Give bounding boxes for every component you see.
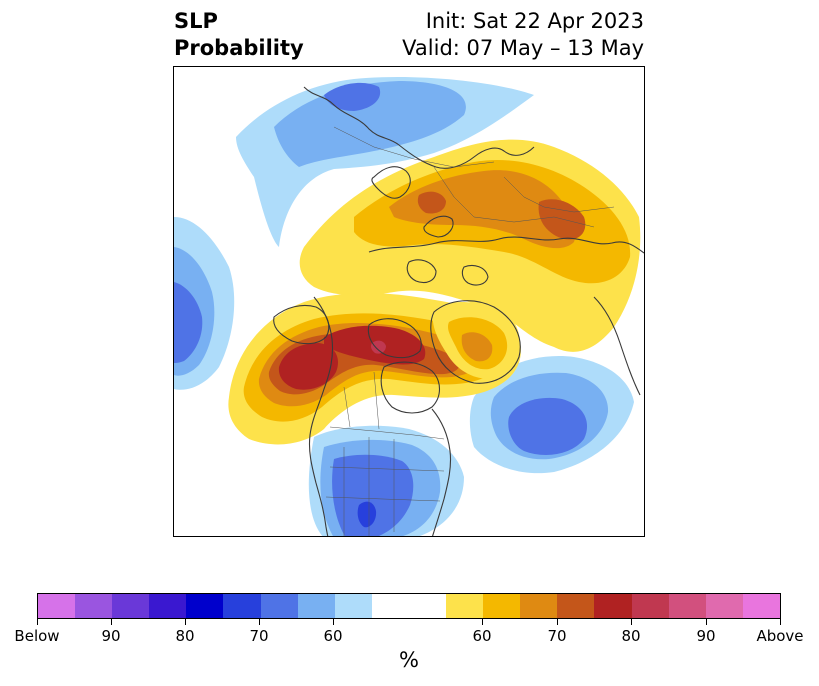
valid-range: Valid: 07 May – 13 May <box>402 36 644 60</box>
colorbar-tick <box>259 619 260 625</box>
colorbar-segment-below-55-60 <box>334 594 372 618</box>
coastline-hudson-bay <box>380 361 441 414</box>
colorbar-tick-label-above-60: 60 <box>472 627 492 645</box>
coastline-greenland <box>430 300 521 384</box>
colorbar-segment-below-80-85 <box>149 594 187 618</box>
title-variable: SLP Probability <box>174 8 304 62</box>
blue-region-west-pacific-core <box>174 282 203 363</box>
coastline-europe <box>303 86 535 169</box>
pink-region-canada <box>371 340 386 354</box>
colorbar-segment-below-85-90 <box>112 594 150 618</box>
colorbar-segment-above-80-85 <box>631 594 669 618</box>
colorbar-tick <box>111 619 112 625</box>
title-dates: Init: Sat 22 Apr 2023 Valid: 07 May – 13… <box>402 8 644 62</box>
coastline-novaya-zemlya <box>423 215 454 238</box>
coastline-franz-josef <box>461 264 489 286</box>
colorbar-tick-label-below-60: 60 <box>323 627 343 645</box>
dark-orange-region-arctic <box>389 170 576 249</box>
coastline-svalbard <box>406 259 437 284</box>
border-us-states-4 <box>329 466 445 472</box>
coastline-east-asia <box>593 296 641 396</box>
map-panel <box>173 66 645 537</box>
border-us-states-5 <box>325 496 441 502</box>
colorbar-tick-label-below: Below <box>14 627 60 645</box>
colorbar-segment-below-75-80 <box>186 594 224 618</box>
colorbar <box>37 593 781 619</box>
colorbar-segment-above-extend <box>742 594 780 618</box>
colorbar-segment-below-90-95 <box>75 594 113 618</box>
colorbar-tick <box>333 619 334 625</box>
colorbar-tick-label-below-80: 80 <box>175 627 195 645</box>
political-borders <box>325 126 615 536</box>
colorbar-tick-label-above-80: 80 <box>621 627 641 645</box>
coastline-alaska <box>273 304 330 345</box>
colorbar-segment-below-70-75 <box>223 594 261 618</box>
coastlines <box>273 86 644 536</box>
blue-region-north-atlantic-core <box>324 82 381 111</box>
colorbar-tick-label-above-70: 70 <box>547 627 567 645</box>
colorbar-tick-label-above: Above <box>756 627 804 645</box>
probability-map <box>174 67 644 536</box>
init-date: Init: Sat 22 Apr 2023 <box>425 9 644 33</box>
coastline-north-america-west <box>308 296 334 536</box>
colorbar-segment-above-70-75 <box>557 594 595 618</box>
colorbar-tick-label-below-70: 70 <box>249 627 269 645</box>
colorbar-tick <box>557 619 558 625</box>
colorbar-tick <box>631 619 632 625</box>
colorbar-segment-above-90-95 <box>705 594 743 618</box>
blue-region-north-america-core <box>332 454 414 536</box>
colorbar-tick-label-above-90: 90 <box>696 627 716 645</box>
border-eurasia-2 <box>433 166 595 228</box>
red-region-north-pacific <box>278 343 339 390</box>
coastline-scandinavia <box>371 166 411 199</box>
colorbar-segment-neutral <box>371 594 447 618</box>
colorbar-tick <box>185 619 186 625</box>
colorbar-tick-label-below-90: 90 <box>101 627 121 645</box>
border-canada-1 <box>343 386 351 428</box>
title-variable-line2: Probability <box>174 36 304 60</box>
red-orange-region-siberia <box>538 199 586 240</box>
colorbar-segment-above-75-80 <box>594 594 632 618</box>
colorbar-segment-below-65-70 <box>260 594 298 618</box>
colorbar-segment-above-60-65 <box>483 594 521 618</box>
colorbar-unit-label: % <box>399 648 419 672</box>
border-us-canada <box>329 426 445 440</box>
colorbar-segment-below-extend <box>38 594 76 618</box>
colorbar-tick <box>706 619 707 625</box>
red-orange-region-europe <box>417 191 446 214</box>
coastline-north-america-east <box>431 408 452 536</box>
coastline-arctic-russia <box>368 236 644 254</box>
colorbar-tick <box>780 619 781 625</box>
colorbar-tick <box>37 619 38 625</box>
blue-region-atlantic-core <box>508 397 588 455</box>
blue-region-north-america-deep <box>357 501 377 528</box>
border-eurasia-3 <box>503 176 615 213</box>
colorbar-segment-below-60-65 <box>297 594 335 618</box>
colorbar-segment-above-55-60 <box>446 594 484 618</box>
border-eurasia-1 <box>333 126 495 168</box>
blue-region-north-atlantic-inner <box>274 81 466 167</box>
colorbar-segment-above-65-70 <box>520 594 558 618</box>
below-normal-regions <box>174 76 634 536</box>
title-variable-line1: SLP <box>174 9 218 33</box>
coastline-canadian-archipelago <box>367 318 422 359</box>
colorbar-segment-above-85-90 <box>668 594 706 618</box>
border-canada-2 <box>373 371 380 430</box>
dark-orange-region-greenland <box>461 332 493 362</box>
above-normal-regions <box>228 139 641 445</box>
colorbar-tick <box>482 619 483 625</box>
